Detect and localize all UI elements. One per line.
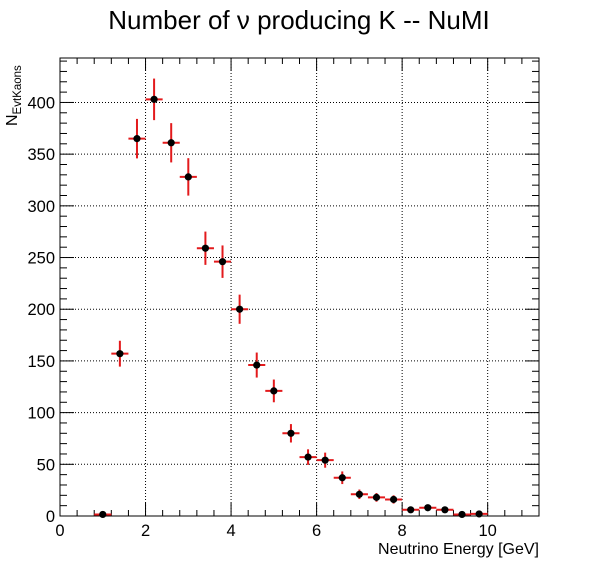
data-point	[372, 493, 381, 501]
x-tick-label: 10	[478, 522, 496, 540]
data-point-group	[145, 78, 163, 121]
axis-ticks	[59, 58, 539, 517]
data-point	[475, 510, 483, 518]
data-point-group	[470, 510, 488, 518]
chart-title: Number of ν producing K -- NuMI	[108, 5, 489, 35]
data-point	[424, 504, 432, 512]
data-point	[338, 474, 346, 482]
data-point	[389, 495, 398, 504]
y-axis-title: NEvtKaons	[4, 65, 24, 126]
x-axis-title: Neutrino Energy [GeV]	[378, 541, 539, 558]
y-tick-label: 200	[27, 301, 55, 319]
y-tick-label: 150	[27, 353, 55, 371]
data-point-group	[179, 158, 197, 196]
y-tick-label: 350	[27, 146, 55, 164]
data-point	[99, 510, 107, 519]
data-point	[201, 244, 210, 252]
data-point-group	[248, 352, 266, 378]
y-tick-label: 250	[27, 250, 55, 268]
data-point	[133, 135, 141, 143]
data-point-group	[94, 510, 112, 519]
data-point-group	[453, 510, 471, 519]
x-tick-label: 2	[141, 522, 150, 540]
y-axis-title-subscript: EvtKaons	[12, 65, 24, 114]
data-point-group	[282, 424, 300, 443]
data-point	[236, 305, 244, 313]
y-tick-label: 400	[27, 94, 55, 112]
y-tick-label: 100	[27, 405, 55, 423]
data-point	[184, 173, 192, 181]
plot-frame	[59, 57, 540, 517]
data-point-group	[436, 506, 454, 514]
x-tick-label: 8	[398, 522, 407, 540]
data-point	[167, 139, 175, 147]
y-tick-label: 50	[37, 456, 55, 474]
data-point-group	[231, 294, 249, 324]
svg-text:NEvtKaons: NEvtKaons	[4, 65, 24, 126]
x-tick-label: 4	[226, 522, 235, 540]
data-point	[270, 387, 278, 395]
data-point	[116, 350, 124, 358]
data-point	[321, 456, 329, 464]
data-point	[287, 429, 295, 437]
data-point-group	[213, 245, 232, 278]
y-tick-label: 300	[27, 198, 55, 216]
data-point-group	[333, 471, 351, 485]
data-point-group	[128, 118, 146, 159]
data-point-group	[350, 489, 368, 500]
data-point-group	[111, 340, 129, 367]
data-point	[458, 510, 466, 519]
data-point	[304, 453, 312, 461]
data-point	[355, 490, 363, 498]
data-point	[253, 361, 261, 369]
data-point-group	[367, 493, 386, 502]
data-point	[407, 506, 415, 514]
data-point-group	[265, 379, 283, 403]
data-point	[218, 258, 227, 266]
y-tick-label: 0	[46, 508, 55, 526]
x-tick-label: 0	[55, 522, 64, 540]
x-tick-label: 6	[312, 522, 321, 540]
data-point-group	[162, 123, 180, 163]
data-point-group	[316, 452, 334, 468]
data-point	[441, 506, 449, 514]
data-point	[150, 95, 158, 103]
data-point-group	[299, 449, 317, 465]
data-point-group	[385, 495, 403, 504]
data-point-group	[196, 231, 214, 265]
grid	[60, 58, 539, 516]
y-axis-title-main: N	[4, 114, 21, 126]
data-point-group	[402, 506, 420, 514]
data-point-group	[419, 504, 437, 512]
data-points	[94, 78, 488, 519]
